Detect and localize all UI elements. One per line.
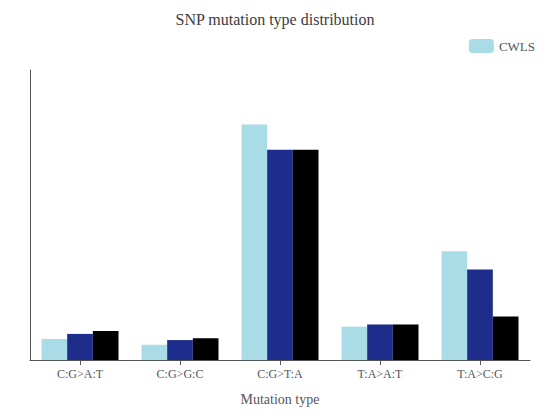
svg-text:C:G>G:C: C:G>G:C xyxy=(157,367,204,381)
svg-text:T:A>C:G: T:A>C:G xyxy=(457,367,503,381)
svg-text:T:A>A:T: T:A>A:T xyxy=(358,367,404,381)
svg-text:Mutation type: Mutation type xyxy=(241,392,320,407)
svg-text:CWLS: CWLS xyxy=(499,39,535,54)
svg-text:SNP mutation type distribution: SNP mutation type distribution xyxy=(176,11,375,29)
svg-text:C:G>A:T: C:G>A:T xyxy=(57,367,104,381)
svg-text:C:G>T:A: C:G>T:A xyxy=(257,367,303,381)
